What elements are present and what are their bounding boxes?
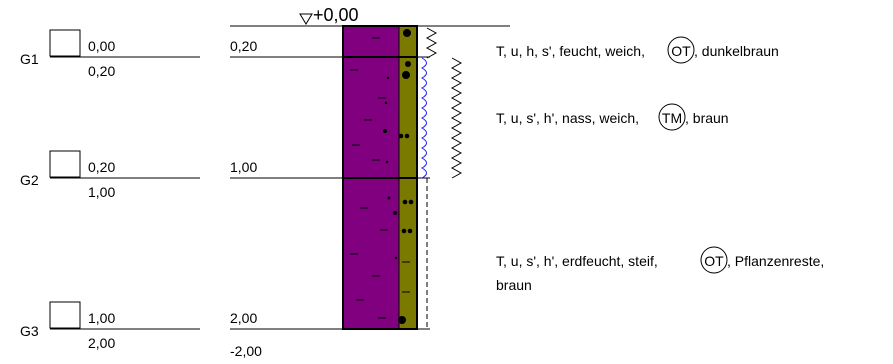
sample-box (49, 150, 81, 178)
layer-text-after: , Pflanzenreste, (727, 253, 824, 269)
sample-bottom: 1,00 (88, 184, 115, 200)
layer-description-2: T, u, s', h', nass, weich, TM , braun (496, 103, 729, 131)
circled-code (667, 36, 695, 64)
sample-top: 0,20 (88, 159, 115, 175)
sample-top: 1,00 (88, 310, 115, 326)
blue-scallop-line (420, 57, 427, 179)
sample-box (49, 301, 81, 329)
soil-column (342, 25, 418, 330)
sample-g2: G2 0,20 1,00 (20, 150, 200, 200)
sample-box (49, 29, 81, 57)
sample-g1: G1 0,00 0,20 (20, 29, 200, 79)
layer-depth-label: 1,00 (230, 159, 257, 175)
circled-code-label: OT (704, 253, 724, 269)
datum-label: +0,00 (313, 5, 359, 25)
circled-code-label: TM (662, 110, 682, 126)
sample-g3: G3 1,00 2,00 (20, 301, 200, 351)
layer-depth-label: 0,20 (230, 38, 257, 54)
sample-id: G3 (20, 323, 39, 339)
sample-top: 0,00 (88, 38, 115, 54)
soil-texture-dashes (350, 37, 410, 319)
sample-bottom: 2,00 (88, 335, 115, 351)
zigzag-line-outer (450, 57, 463, 179)
layer-depth-label: 2,00 (230, 310, 257, 326)
layer-description-1: T, u, h, s', feucht, weich, OT , dunkelb… (496, 36, 779, 64)
sample-id: G1 (20, 51, 39, 67)
circled-code (658, 103, 686, 131)
sample-bottom: 0,20 (88, 63, 115, 79)
layer-description-3: T, u, s', h', erdfeucht, steif, OT , Pfl… (496, 246, 824, 293)
soil-texture-dots (383, 29, 414, 324)
svg-text:T, u, s', h', nass, weich,: T, u, s', h', nass, weich, (496, 110, 639, 126)
svg-text:T, u, h, s', feucht, weich,: T, u, h, s', feucht, weich, (496, 43, 645, 59)
sample-id: G2 (20, 172, 39, 188)
svg-text:T, u, s', h', erdfeucht, steif: T, u, s', h', erdfeucht, steif, (496, 253, 658, 269)
triangle-down-icon (299, 13, 313, 25)
zigzag-line (425, 27, 438, 59)
circled-code-label: OT (671, 43, 691, 59)
layer-text-after: , dunkelbraun (694, 43, 779, 59)
layer-text-after: , braun (685, 110, 729, 126)
layer-text-line2: braun (496, 277, 532, 293)
circled-code (700, 246, 728, 274)
final-depth-label: -2,00 (230, 343, 262, 359)
